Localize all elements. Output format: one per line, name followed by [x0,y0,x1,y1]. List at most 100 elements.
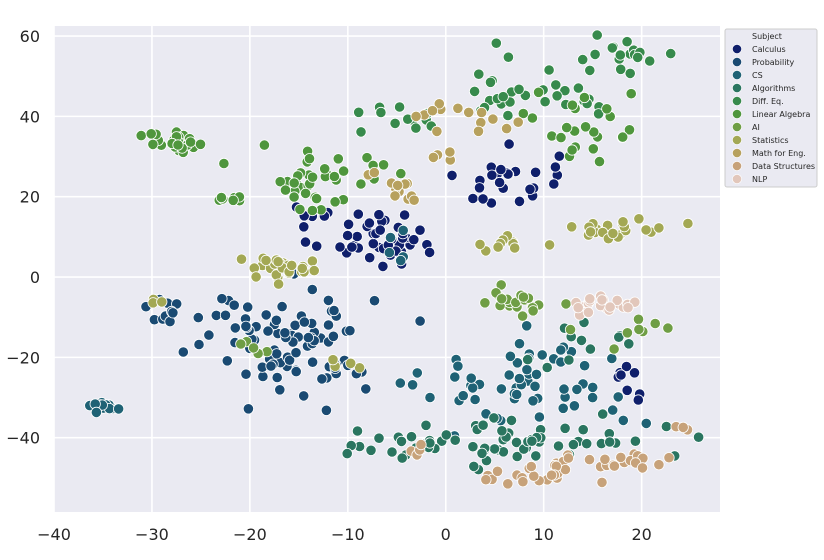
data-point [592,108,605,120]
data-point [582,306,595,318]
data-point [539,96,551,108]
y-tick-label: 0 [30,268,40,287]
data-point [593,156,606,168]
data-point [215,191,227,204]
data-point [622,302,634,314]
data-point [513,83,525,95]
y-axis-ticks: −40 −20 0 20 40 60 [6,27,40,448]
data-point [486,169,498,181]
data-point [272,256,284,268]
data-point [353,106,365,118]
legend-label: Math for Eng. [752,149,806,158]
legend: Subject Calculus Probability CS Algorithms D… [724,28,818,188]
data-point [543,64,555,76]
data-point [167,307,179,319]
data-point [599,453,611,465]
data-point [473,182,486,194]
data-point [410,122,422,134]
data-point [424,391,436,404]
data-point [480,474,492,486]
data-point [375,106,387,119]
data-point [521,364,533,376]
data-point [584,64,596,77]
y-tick-label: 20 [20,188,40,207]
data-point [607,404,619,416]
data-point [242,403,254,415]
data-point [546,130,558,142]
data-point [584,293,596,305]
data-point [522,353,534,366]
data-point [414,224,426,236]
data-point [502,109,514,122]
legend-label: Diff. Eq. [752,97,784,106]
data-point [351,425,364,437]
data-point [368,167,380,179]
data-point [423,246,436,258]
data-point [440,429,452,441]
legend-item: Probability [732,57,795,67]
data-point [147,138,159,150]
data-point [621,327,634,339]
data-point [621,36,633,48]
data-point [617,216,629,228]
legend-marker [732,109,742,119]
data-point [279,327,291,339]
data-point [617,414,629,426]
data-point [596,294,608,306]
data-point [584,343,597,355]
x-axis-ticks: −40 −30 −20 −10 0 10 20 [37,525,652,544]
data-point [235,253,248,265]
data-point [502,51,514,63]
data-point [298,316,310,328]
data-point [322,294,334,306]
data-point [145,128,157,140]
data-point [575,334,588,346]
data-point [604,436,616,448]
legend-marker [732,148,742,158]
data-points [84,29,705,490]
legend-marker [732,135,742,145]
data-point [586,391,599,404]
data-point [662,322,674,334]
legend-items: Calculus Probability CS Algorithms Diff. Eq.… [732,44,815,184]
data-point [290,365,302,378]
data-point [274,384,286,396]
series-calculus [290,138,646,406]
data-point [545,469,558,481]
data-point [495,164,507,176]
data-point [377,260,389,272]
data-point [337,165,350,177]
data-point [588,126,600,138]
data-point [408,234,420,246]
data-point [156,296,168,308]
data-point [577,53,589,66]
data-point [625,88,637,100]
x-tick-label: 10 [534,525,554,544]
data-point [355,178,367,190]
legend-item: NLP [732,174,767,184]
data-point [487,113,499,125]
data-point [571,383,583,395]
data-point [653,222,665,234]
data-point [521,320,533,332]
data-point [316,373,328,385]
data-point [289,319,301,331]
legend-item: CS [732,70,763,80]
data-point [503,369,515,381]
data-point [511,357,524,369]
data-point [377,159,390,171]
data-point [509,242,521,254]
data-point [665,47,677,60]
data-point [383,247,395,259]
legend-label: Probability [752,58,795,67]
x-tick-label: −10 [331,525,365,544]
data-point [548,178,560,190]
data-point [640,417,652,429]
series-diff-eq [353,29,677,138]
data-point [632,313,645,325]
data-point [513,195,526,207]
data-point [194,138,207,150]
data-point [572,302,584,314]
data-point [504,350,516,362]
